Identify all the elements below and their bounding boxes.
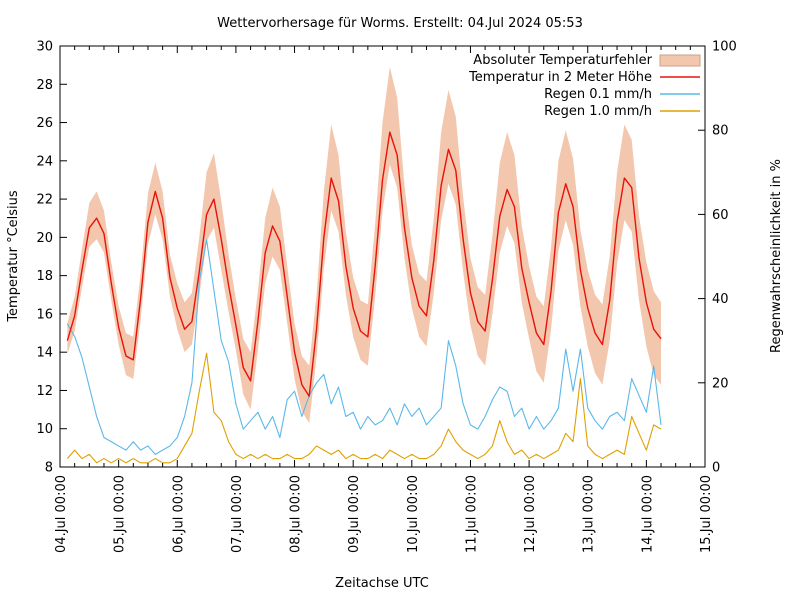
x-tick-label: 15.Jul 00:00 [699, 475, 714, 553]
temperature-line [66, 131, 662, 397]
y-left-tick-label: 12 [36, 384, 53, 399]
legend-label-rain-10: Regen 1.0 mm/h [544, 104, 652, 119]
y-right-tick-label: 0 [712, 461, 720, 476]
y-left-tick-label: 22 [36, 193, 53, 208]
x-tick-label: 13.Jul 00:00 [582, 475, 597, 553]
x-tick-label: 11.Jul 00:00 [464, 475, 479, 553]
x-tick-label: 08.Jul 00:00 [289, 475, 304, 553]
x-tick-label: 12.Jul 00:00 [523, 475, 538, 553]
x-tick-label: 07.Jul 00:00 [230, 475, 245, 553]
y-left-tick-label: 18 [36, 269, 53, 284]
rain-01-line [66, 239, 662, 455]
y-left-tick-label: 16 [36, 307, 53, 322]
y-left-tick-label: 20 [36, 231, 53, 246]
x-tick-label: 04.Jul 00:00 [54, 475, 69, 553]
x-axis-label: Zeitachse UTC [335, 576, 429, 591]
error-band [67, 67, 662, 423]
chart-title: Wettervorhersage für Worms. Erstellt: 04… [217, 16, 583, 31]
y-left-tick-label: 30 [36, 40, 53, 55]
legend-label-error-band: Absoluter Temperaturfehler [473, 53, 652, 68]
error-band-layer [67, 67, 662, 423]
legend-swatch-error-band [659, 54, 701, 67]
legend-label-temperature: Temperatur in 2 Meter Höhe [468, 70, 652, 85]
x-tick-label: 10.Jul 00:00 [406, 475, 421, 553]
y-axis-label-left: Temperatur °Celsius [6, 190, 21, 323]
rain-10-line [66, 352, 662, 464]
x-tick-label: 05.Jul 00:00 [113, 475, 128, 553]
legend-label-rain-01: Regen 0.1 mm/h [544, 87, 652, 102]
axes-layer: 04.Jul 00:00 05.Jul 00:00 06.Jul 00:00 07.J… [36, 40, 736, 553]
y-axis-label-right: Regenwahrscheinlichkeit in % [769, 159, 784, 353]
x-tick-label: 06.Jul 00:00 [171, 475, 186, 553]
y-right-tick-label: 40 [712, 292, 729, 307]
y-right-tick-label: 80 [712, 124, 729, 139]
y-left-tick-label: 28 [36, 78, 53, 93]
x-tick-label: 14.Jul 00:00 [640, 475, 655, 553]
y-left-tick-label: 14 [36, 346, 53, 361]
y-left-tick-label: 24 [36, 154, 53, 169]
y-right-tick-label: 20 [712, 376, 729, 391]
legend: Absoluter Temperaturfehler Temperatur in… [468, 53, 701, 119]
y-right-tick-label: 60 [712, 208, 729, 223]
y-left-tick-label: 26 [36, 116, 53, 131]
y-left-tick-label: 10 [36, 422, 53, 437]
y-left-tick-label: 8 [45, 461, 53, 476]
y-right-tick-label: 100 [712, 40, 737, 55]
x-tick-label: 09.Jul 00:00 [347, 475, 362, 553]
series-lines-layer [66, 131, 662, 464]
